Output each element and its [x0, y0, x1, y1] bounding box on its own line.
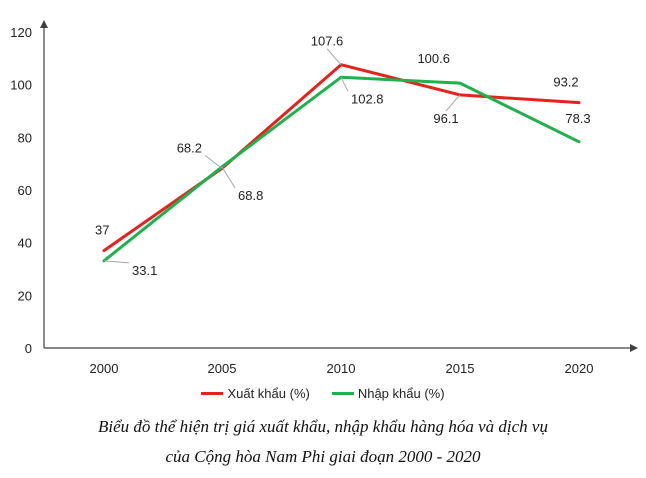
- legend-item-export: Xuất khẩu (%): [201, 385, 310, 401]
- legend-swatch-import: [331, 391, 354, 395]
- x-tick-label: 2010: [327, 361, 356, 376]
- leader-line: [103, 260, 130, 264]
- caption-line-1: Biểu đồ thể hiện trị giá xuất khẩu, nhập…: [98, 417, 548, 436]
- legend-label-import: Nhập khẩu (%): [357, 385, 445, 401]
- data-label-export: 96.1: [433, 111, 458, 126]
- y-tick-label: 0: [25, 341, 32, 356]
- x-tick-label: 2005: [208, 361, 237, 376]
- y-tick-label: 20: [18, 288, 32, 303]
- chart-legend: Xuất khẩu (%) Nhập khẩu (%): [0, 382, 646, 404]
- series-line-export: [102, 63, 581, 253]
- x-tick-label: 2015: [446, 361, 475, 376]
- x-tick-label: 2000: [90, 361, 119, 376]
- y-axis-arrow: [40, 20, 48, 28]
- y-tick-label: 120: [10, 25, 32, 40]
- data-label-import: 100.6: [417, 51, 450, 66]
- data-label-import: 68.8: [238, 188, 263, 203]
- data-label-import: 33.1: [132, 263, 157, 278]
- y-tick-label: 80: [18, 130, 32, 145]
- x-axis-arrow: [630, 344, 638, 352]
- leader-line: [445, 94, 461, 112]
- leader-line: [326, 48, 342, 65]
- data-label-export: 93.2: [553, 75, 578, 90]
- data-label-import: 78.3: [565, 111, 590, 126]
- series-line-import: [102, 75, 581, 263]
- leader-line: [221, 166, 236, 189]
- data-label-import: 102.8: [351, 91, 384, 106]
- x-tick-label: 2020: [565, 361, 594, 376]
- leader-line: [204, 155, 223, 169]
- legend-item-import: Nhập khẩu (%): [331, 385, 445, 401]
- y-tick-label: 40: [18, 236, 32, 251]
- y-tick-label: 100: [10, 78, 32, 93]
- line-chart: 0 20 40 60 80 100 120 2000 2005 2010 2015 2020 37 68.…: [10, 20, 638, 376]
- caption-line-2: của Cộng hòa Nam Phi giai đoạn 2000 - 20…: [165, 447, 481, 466]
- y-tick-label: 60: [18, 183, 32, 198]
- data-label-export: 37: [95, 223, 109, 238]
- legend-swatch-export: [201, 391, 224, 395]
- leader-line: [340, 77, 349, 92]
- legend-label-export: Xuất khẩu (%): [227, 385, 310, 401]
- chart-caption: Biểu đồ thể hiện trị giá xuất khẩu, nhập…: [0, 412, 646, 472]
- data-label-export: 68.2: [177, 140, 202, 155]
- data-label-export: 107.6: [311, 34, 344, 49]
